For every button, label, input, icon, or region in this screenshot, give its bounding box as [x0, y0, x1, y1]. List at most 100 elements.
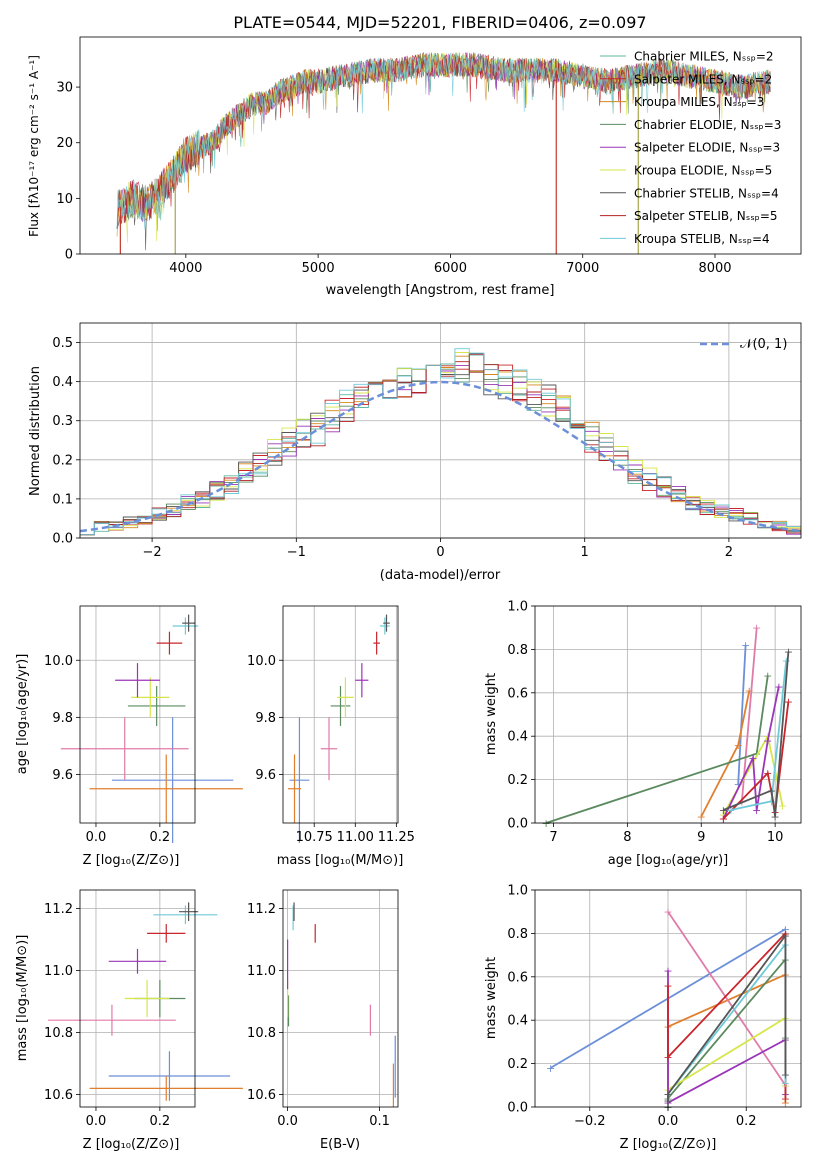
spectrum-lines: [116, 52, 771, 254]
weight-marker-8: +: [719, 804, 728, 817]
x-tick-label: 2: [725, 545, 733, 560]
weight-marker-7: +: [663, 1094, 672, 1107]
y-tick-label: 11.0: [247, 964, 276, 979]
legend-label-0: Chabrier MILES, Nₛₛₚ=2: [634, 50, 774, 64]
y-tick-label: 11.2: [44, 902, 73, 917]
y-tick-label: 0.4: [507, 1014, 528, 1029]
age-vs-mass-xlabel: mass [log₁₀(M/M⊙)]: [277, 853, 404, 868]
x-tick-label: 7: [549, 830, 557, 845]
x-tick-label: 0.0: [86, 830, 107, 845]
weight-marker-7: +: [781, 1077, 790, 1090]
weight-marker-2: +: [752, 622, 761, 635]
legend-label-3: Chabrier ELODIE, Nₛₛₚ=3: [634, 118, 781, 132]
x-tick-label: 0.0: [658, 1114, 679, 1129]
weight-line-3: [667, 956, 787, 1107]
x-tick-label: 8000: [698, 261, 731, 276]
y-tick-label: 0.1: [52, 492, 73, 507]
y-tick-label: 9.6: [255, 768, 276, 783]
y-tick-label: 10: [56, 192, 73, 207]
x-tick-label: 8: [623, 830, 631, 845]
x-tick-label: 5000: [302, 261, 335, 276]
y-tick-label: 11.2: [247, 902, 276, 917]
y-tick-label: 0.2: [52, 453, 73, 468]
weight-line-2: [741, 627, 758, 802]
x-tick-label: 10: [767, 830, 784, 845]
mass-vs-metallicity-ylabel: mass [log₁₀(M/M⊙)]: [15, 935, 30, 1062]
weight-line-8: [667, 932, 787, 1101]
weight-line-8: [723, 651, 790, 817]
mass-vs-extinction-frame: [282, 889, 399, 1108]
weight-marker-1: +: [697, 810, 706, 823]
y-tick-label: 10.0: [247, 654, 276, 669]
x-tick-label: 6000: [434, 261, 467, 276]
y-tick-label: 9.8: [255, 711, 276, 726]
y-tick-label: 20: [56, 136, 73, 151]
weight-marker-8: +: [781, 1068, 790, 1081]
residuals-panel: −2 −1 0 1 2 0.0 0.1 0.2 0.3 0.4 0.5 (data-model)/e…: [28, 322, 802, 583]
age-vs-metallicity-xlabel: Z [log₁₀(Z/Z⊙)]: [83, 853, 180, 868]
age-vs-metallicity-panel: 0.0 0.2 9.6 9.8 10.0 Z [log₁₀(Z/Z⊙)] age [lo…: [15, 605, 243, 868]
weight-line-0: [737, 645, 747, 784]
y-tick-label: 10.8: [44, 1026, 73, 1041]
y-tick-label: 9.6: [52, 768, 73, 783]
weight-line-7: [730, 660, 788, 811]
x-tick-label: 10.75: [296, 830, 333, 845]
x-tick-label: 4000: [169, 261, 202, 276]
x-tick-label: −0.2: [574, 1114, 606, 1129]
weight-marker-8: +: [663, 1088, 672, 1101]
x-tick-label: 11.25: [378, 830, 415, 845]
weight-marker-4: +: [778, 800, 787, 813]
spectrum-xlabel: wavelength [Angstrom, rest frame]: [326, 283, 555, 298]
weight-marker-5: +: [774, 680, 783, 693]
y-tick-label: 10.6: [44, 1088, 73, 1103]
weight-marker-5: +: [663, 964, 672, 977]
y-tick-label: 1.0: [507, 600, 528, 615]
y-tick-label: 11.0: [44, 964, 73, 979]
y-tick-label: 0.8: [507, 927, 528, 942]
x-tick-label: 11.00: [337, 830, 374, 845]
x-tick-label: 0.1: [369, 1114, 390, 1129]
weight-marker-7: +: [726, 804, 735, 817]
weight-marker-5: +: [719, 813, 728, 826]
weight-marker-8: +: [784, 646, 793, 659]
weight-marker-1: +: [781, 1097, 790, 1110]
age-vs-mass-frame: [282, 605, 399, 824]
massweight-vs-age-ylabel: mass weight: [484, 673, 499, 755]
weight-marker-7: +: [767, 795, 776, 808]
y-tick-label: 0.8: [507, 643, 528, 658]
legend-label-6: Chabrier STELIB, Nₛₛₚ=4: [634, 186, 779, 200]
weight-marker-8: +: [781, 930, 790, 943]
massweight-vs-age-panel: +++++++++++++++++++++++++++++ 7 8 9 100.00.…: [484, 600, 802, 868]
weight-line-1: [700, 690, 751, 817]
x-tick-label: 0.2: [150, 1114, 171, 1129]
weight-marker-1: +: [734, 739, 743, 752]
weight-marker-0: +: [741, 639, 750, 652]
age-vs-mass-panel: 10.75 11.00 11.25 9.6 9.8 10.0 mass [log₁₀(M/…: [247, 605, 415, 868]
y-tick-label: 0.2: [507, 773, 528, 788]
spectrum-frame: [79, 36, 802, 255]
y-tick-label: 0.0: [52, 532, 73, 547]
mass-vs-extinction-panel: 0.0 0.1 10.6 10.8 11.0 11.2 E(B-V): [247, 889, 399, 1152]
residuals-xlabel: (data-model)/error: [380, 568, 501, 583]
legend-label-5: Kroupa ELODIE, Nₛₛₚ=5: [634, 164, 772, 178]
weight-marker-5: +: [748, 752, 757, 765]
weight-marker-2: +: [663, 906, 672, 919]
residuals-ylabel: Normed distribution: [28, 366, 43, 496]
histogram-8: [79, 348, 801, 538]
massweight-vs-metallicity-ylabel: mass weight: [484, 957, 499, 1039]
legend-label-2: Kroupa MILES, Nₛₛₚ=3: [634, 95, 764, 109]
age-vs-metallicity-ylabel: age [log₁₀(age/yr)]: [15, 654, 30, 775]
weight-line-3: [545, 675, 769, 824]
weight-line-5: [667, 970, 787, 1105]
massweight-vs-metallicity-panel: ++++++++++++++++++++++++++++++++ −0.2 0.0…: [484, 884, 802, 1152]
y-tick-label: 0.6: [507, 686, 528, 701]
weight-marker-3: +: [763, 669, 772, 682]
x-tick-label: 7000: [566, 261, 599, 276]
weight-marker-5: +: [752, 804, 761, 817]
x-tick-label: 0.0: [277, 1114, 298, 1129]
weight-marker-0: +: [781, 923, 790, 936]
weight-line-5: [722, 686, 780, 820]
y-tick-label: 0.2: [507, 1057, 528, 1072]
weight-marker-3: +: [541, 817, 550, 830]
weight-marker-6: +: [784, 695, 793, 708]
